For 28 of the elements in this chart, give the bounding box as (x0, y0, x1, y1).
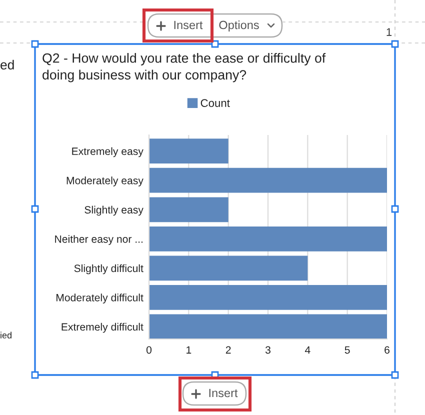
y-tick-label: Slightly difficult (74, 264, 144, 274)
x-tick-label: 6 (384, 346, 390, 354)
text: Insert (209, 388, 238, 398)
bar (149, 226, 387, 252)
text: ied (0, 332, 12, 338)
legend-label: Count (200, 99, 230, 108)
x-tick-label: 0 (146, 346, 152, 354)
bar (149, 168, 387, 193)
y-tick-label: Slightly easy (84, 206, 144, 216)
y-tick-label: Neither easy nor ... (55, 235, 142, 245)
text: ed (0, 60, 14, 70)
x-tick-label: 1 (186, 346, 192, 354)
x-tick-label: 3 (265, 346, 270, 354)
x-tick-label: 2 (226, 346, 231, 354)
y-tick-label: Extremely difficult (62, 322, 144, 333)
bar (149, 256, 308, 281)
y-tick-label: Extremely easy (72, 147, 144, 158)
x-tick-label: 5 (344, 346, 350, 354)
bar (149, 285, 387, 310)
bar (149, 138, 228, 164)
chart-title: Q2 - How would you rate the ease or difficulty of doing business with our company? (42, 53, 326, 82)
text: Insert (174, 20, 203, 30)
text: Options (219, 20, 259, 32)
y-tick-label: Moderately difficult (56, 294, 144, 304)
x-tick-label: 4 (304, 346, 310, 354)
bar (149, 197, 228, 222)
text: 1 (386, 28, 392, 36)
y-tick-label: Moderately easy (66, 176, 144, 186)
